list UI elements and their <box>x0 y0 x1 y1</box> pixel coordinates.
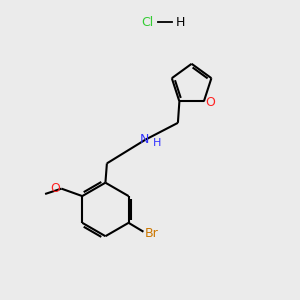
Text: O: O <box>50 182 60 194</box>
Text: N: N <box>140 133 149 146</box>
Text: Cl: Cl <box>141 16 153 29</box>
Text: O: O <box>206 96 215 110</box>
Text: H: H <box>153 138 161 148</box>
Text: Br: Br <box>145 227 159 240</box>
Text: H: H <box>176 16 185 29</box>
